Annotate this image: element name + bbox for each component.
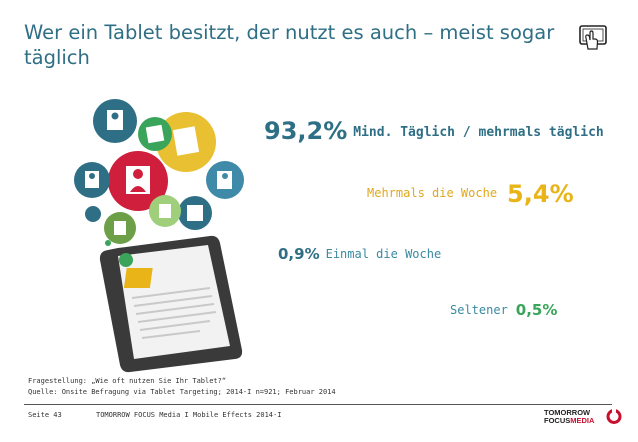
footer-credit: TOMORROW FOCUS Media I Mobile Effects 20… (96, 411, 282, 419)
page-number: Seite 43 (28, 411, 62, 419)
stat-weekly-multiple: Mehrmals die Woche 5,4% (367, 180, 574, 208)
small-bubble (119, 253, 133, 267)
footnote-source: Quelle: Onsite Befragung via Tablet Targ… (28, 388, 336, 396)
document-bubble-yellow (156, 112, 216, 172)
small-bubble (85, 206, 101, 222)
stat-weekly-multiple-value: 5,4% (507, 180, 574, 208)
logo-line2a: FOCUS (544, 416, 571, 425)
footnote: Fragestellung: „Wie oft nutzen Sie Ihr T… (28, 376, 428, 398)
stat-daily-label: Mind. Täglich / mehrmals täglich (353, 125, 604, 140)
page-title: Wer ein Tablet besitzt, der nutzt es auc… (24, 21, 555, 69)
logo-line1: TOMORROW (544, 408, 591, 417)
stat-weekly-multiple-label: Mehrmals die Woche (367, 186, 498, 200)
avatar-bubble-olive (104, 212, 136, 244)
stat-daily-value: 93,2% (264, 117, 348, 145)
avatar-bubble-teal-right (206, 161, 244, 199)
tablet-device-graphic (99, 235, 243, 373)
tablet-social-illustration (74, 99, 244, 373)
small-bubble (105, 240, 111, 246)
stat-weekly-once: 0,9% Einmal die Woche (278, 244, 441, 263)
footnote-question: Fragestellung: „Wie oft nutzen Sie Ihr T… (28, 377, 227, 385)
stat-rarely-value: 0,5% (515, 301, 558, 319)
avatar-bubble-blue (74, 162, 110, 198)
avatar-bubble-lightgreen (149, 195, 181, 227)
footer-divider (24, 404, 612, 405)
avatar-bubble-red (108, 151, 168, 211)
stat-weekly-once-value: 0,9% (278, 245, 320, 263)
stat-rarely-label: Seltener (450, 303, 508, 317)
document-bubble-green (138, 117, 172, 151)
logo-line2b: MEDIA (570, 416, 595, 425)
stat-daily: 93,2% Mind. Täglich / mehrmals täglich (264, 117, 604, 145)
stat-rarely: Seltener 0,5% (450, 300, 557, 319)
company-logo: TOMORROW FOCUSMEDIA (540, 406, 624, 430)
logo-mark-icon (606, 408, 622, 424)
document-bubble-teal (178, 196, 212, 230)
tablet-touch-icon (579, 25, 607, 50)
stat-weekly-once-label: Einmal die Woche (325, 247, 442, 261)
avatar-bubble-teal (93, 99, 137, 143)
